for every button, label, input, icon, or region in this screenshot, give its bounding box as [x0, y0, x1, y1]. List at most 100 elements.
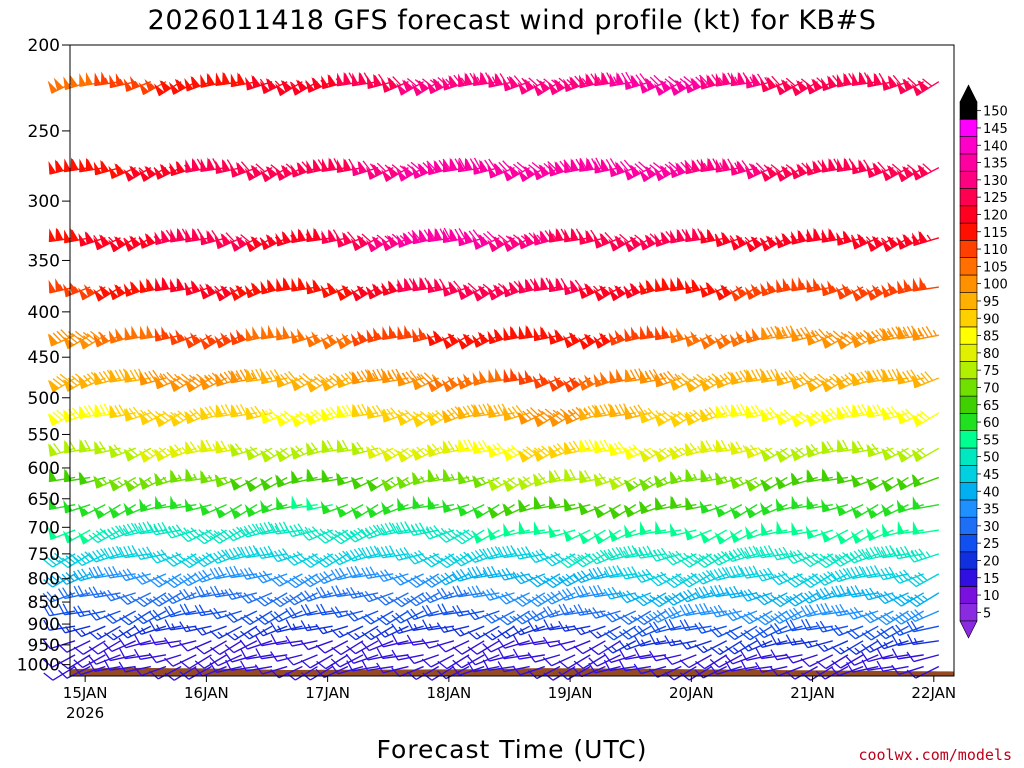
wind-barb	[806, 277, 833, 293]
wind-barb	[876, 638, 909, 650]
wind-barb	[518, 498, 546, 513]
wind-barb	[270, 633, 303, 646]
wind-barb	[315, 640, 349, 654]
wind-barb	[214, 232, 243, 250]
wind-barb	[800, 654, 834, 668]
wind-barb	[487, 160, 515, 179]
wind-barb	[164, 619, 197, 631]
wind-barb	[578, 529, 606, 545]
wind-barb	[572, 625, 606, 636]
wind-barb	[663, 654, 697, 666]
wind-barb	[846, 640, 879, 656]
wind-barb	[148, 652, 182, 664]
wind-barb	[421, 654, 455, 668]
y-tick-label: 600	[28, 459, 60, 479]
wind-barb	[103, 640, 136, 653]
wind-barb	[830, 568, 864, 583]
wind-barb	[244, 503, 273, 518]
wind-barb	[335, 504, 364, 518]
wind-barb	[836, 230, 864, 246]
wind-barb	[760, 406, 788, 422]
credit-link[interactable]: coolwx.com/models	[858, 746, 1012, 764]
wind-barb	[791, 495, 818, 510]
wind-barb	[472, 370, 500, 386]
wind-barb	[57, 587, 91, 600]
wind-barb	[320, 500, 349, 515]
wind-barb	[224, 610, 258, 623]
wind-barb	[315, 586, 348, 599]
wind-barb	[285, 573, 318, 589]
wind-barb	[699, 373, 728, 392]
wind-barb	[240, 648, 273, 660]
wind-barb	[229, 476, 258, 491]
wind-barb	[512, 634, 545, 646]
colorbar-label: 110	[983, 243, 1008, 258]
wind-barb	[830, 624, 864, 637]
wind-barb	[163, 637, 197, 648]
wind-barb	[436, 528, 470, 543]
wind-barb	[426, 410, 455, 427]
wind-barb	[276, 496, 303, 511]
wind-barb	[710, 640, 743, 656]
wind-barb	[578, 333, 606, 350]
wind-barb	[739, 588, 773, 602]
wind-barb	[547, 443, 576, 459]
wind-barb	[729, 504, 758, 520]
wind-barb	[770, 570, 803, 586]
colorbar-label: 40	[983, 485, 1000, 500]
wind-barb	[852, 440, 879, 454]
wind-barb	[149, 573, 182, 588]
wind-barb	[466, 654, 500, 666]
wind-barb	[790, 162, 818, 180]
wind-barb	[200, 469, 227, 484]
y-tick-label: 700	[28, 518, 60, 538]
wind-barb	[133, 648, 167, 661]
wind-barb	[573, 640, 606, 655]
wind-barb	[497, 648, 530, 660]
wind-barb	[43, 604, 76, 617]
wind-barb	[851, 474, 879, 488]
wind-barb	[815, 640, 849, 653]
wind-barb	[275, 474, 303, 488]
wind-barb	[603, 652, 636, 664]
wind-barb	[684, 330, 712, 347]
wind-barb	[729, 475, 758, 490]
wind-barb	[88, 548, 121, 563]
wind-barb	[436, 640, 470, 653]
colorbar-label: 130	[983, 174, 1008, 189]
colorbar-label: 20	[983, 554, 1000, 569]
wind-barb	[603, 659, 636, 672]
wind-barb	[285, 551, 318, 566]
wind-barb	[548, 524, 576, 539]
wind-barb	[381, 476, 409, 492]
wind-barb	[391, 649, 424, 661]
wind-barb	[360, 524, 394, 539]
wind-barb	[754, 637, 788, 648]
wind-barb	[466, 608, 500, 621]
wind-barb	[123, 75, 152, 92]
wind-barb	[275, 79, 303, 97]
wind-barb	[770, 546, 803, 561]
x-tick-label: 17JAN	[305, 684, 350, 702]
wind-barb	[391, 623, 424, 635]
wind-barb	[473, 440, 500, 455]
wind-barb	[316, 654, 349, 670]
wind-barb	[214, 504, 243, 519]
wind-barb	[47, 329, 76, 347]
wind-barb	[149, 665, 182, 680]
wind-barb	[503, 367, 530, 383]
wind-barb	[285, 619, 318, 631]
wind-barb	[194, 640, 227, 655]
wind-barb	[669, 470, 697, 485]
wind-barb	[623, 504, 652, 518]
wind-barb	[421, 638, 455, 649]
wind-barb	[179, 603, 212, 616]
wind-barb	[365, 476, 394, 492]
wind-barb	[714, 371, 743, 389]
wind-barb	[487, 504, 515, 519]
wind-barb	[411, 471, 439, 486]
wind-barb	[123, 235, 152, 252]
colorbar-label: 35	[983, 503, 1000, 518]
wind-barb	[633, 635, 667, 647]
